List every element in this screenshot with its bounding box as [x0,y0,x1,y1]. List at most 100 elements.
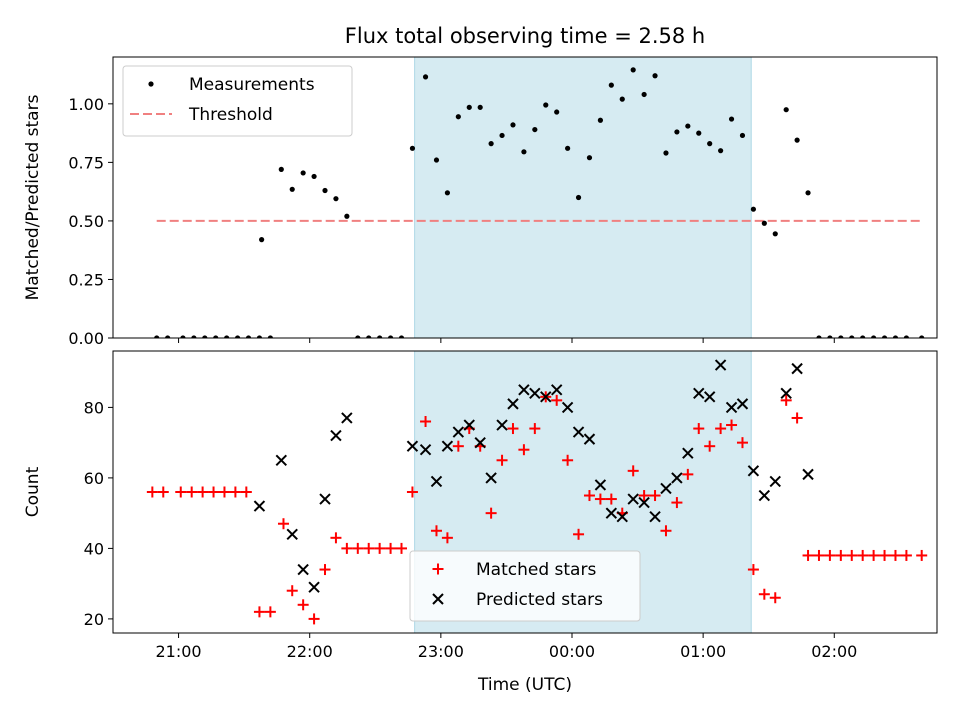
data-point [813,549,825,561]
data-point [253,500,266,512]
data-point [165,335,171,338]
data-point [780,394,792,406]
data-point [608,82,614,88]
data-point [463,419,475,431]
data-point [385,542,397,554]
data-point [838,335,844,338]
x-tick-label: 23:00 [418,642,464,661]
data-point [783,107,789,113]
data-point [572,426,585,438]
y-tick-label: 40 [84,539,104,558]
legend-label: Measurements [189,75,315,95]
y-tick-label: 0.00 [68,329,104,348]
data-point [794,137,800,143]
data-point [846,549,858,561]
data-point [605,507,618,519]
data-point [594,493,606,505]
data-point [521,149,527,155]
plot-frame [112,56,938,339]
data-point [671,497,683,509]
data-point [565,145,571,151]
data-point [208,486,220,498]
data-point [758,588,770,600]
data-point [758,489,771,502]
data-point [311,173,317,180]
data-point [718,148,724,154]
plot-frame [112,350,938,634]
observing-interval-shade [414,56,752,339]
data-point [180,335,186,338]
data-point [750,206,757,212]
data-point [341,542,353,554]
data-point [641,91,647,98]
data-point [562,454,574,466]
data-point [561,401,574,414]
data-point [452,440,464,452]
data-point [308,581,320,593]
data-point [267,335,273,338]
data-point [406,486,418,498]
data-point [816,335,822,338]
data-point [363,542,375,554]
data-point [452,426,465,438]
data-point [900,549,912,561]
data-point [297,599,309,611]
data-point [333,196,339,202]
data-point [791,412,803,424]
data-point [715,423,727,435]
data-point [769,592,781,604]
legend-box [122,65,353,137]
data-point [297,563,309,576]
data-point [739,132,746,139]
data-point [736,398,749,410]
data-point [682,447,694,459]
data-point [540,391,552,403]
data-point [747,564,759,576]
data-point [638,496,650,509]
data-point [441,532,453,544]
data-point [330,532,342,544]
data-point [477,104,483,110]
data-point [213,335,219,338]
data-point [550,384,563,396]
y-tick-label: 0.50 [68,212,104,231]
data-point [322,187,328,194]
data-point [224,335,230,338]
legend-box [409,550,641,622]
data-point [256,335,263,338]
data-point [419,443,432,456]
data-point [780,387,792,400]
data-point [499,132,505,139]
y-tick-label: 80 [84,398,104,417]
data-point [234,335,241,338]
data-point [154,335,160,338]
data-point [422,74,429,80]
data-point [240,486,252,498]
data-point [696,130,702,136]
data-point [791,362,803,375]
x-tick-label: 02:00 [811,642,857,661]
data-point [802,549,814,561]
data-point [583,433,596,445]
data-point [761,220,767,226]
data-point [728,116,735,122]
data-point [616,510,628,523]
data-point [430,525,442,537]
data-point [916,549,928,561]
data-point [627,493,639,505]
bottom-panel: 21:00 22:00 23:00 00:00 01:00 02:00 20 40 60 80 Co… [23,350,938,695]
data-point [879,549,891,561]
data-point [682,468,694,480]
series-measurements [154,67,925,338]
data-point [485,472,497,484]
data-point [278,166,284,172]
x-tick-label: 22:00 [287,642,333,661]
legend: Matched stars Predicted stars [409,550,641,622]
data-point [377,335,383,338]
y-tick-label: 0.25 [68,270,104,289]
top-panel: 0.00 0.25 0.50 0.75 1.00 Matched/Predicted st… [23,56,938,348]
data-point [518,444,530,456]
data-point [374,542,386,554]
data-point [860,335,866,338]
data-point [554,109,560,115]
